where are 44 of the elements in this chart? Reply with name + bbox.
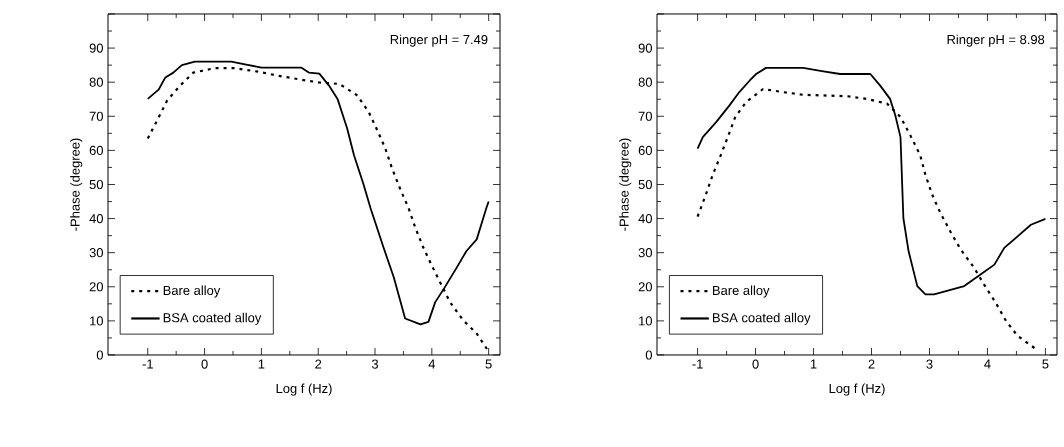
y-tick-label: 10 — [90, 316, 103, 326]
x-tick-label: 2 — [868, 359, 875, 369]
x-tick-label: 0 — [752, 359, 759, 369]
y-axis-title: -Phase (degree) — [619, 138, 632, 231]
y-tick-label: 80 — [638, 77, 652, 87]
y-tick-label: 10 — [639, 316, 652, 326]
x-tick-label: 5 — [485, 359, 492, 369]
legend-label: Bare alloy — [713, 285, 770, 298]
x-tick-label: 3 — [371, 359, 379, 369]
y-tick-label: 90 — [89, 43, 103, 53]
y-tick-label: 20 — [638, 282, 652, 292]
y-tick-label: 50 — [89, 179, 103, 190]
y-tick-label: 0 — [96, 350, 103, 360]
x-axis-title: Log f (Hz) — [829, 383, 885, 396]
x-tick-label: 0 — [201, 359, 208, 369]
x-axis-title: Log f (Hz) — [276, 383, 332, 396]
y-tick-label: 80 — [89, 77, 103, 87]
y-tick-label: 50 — [638, 179, 652, 190]
x-tick-label: 2 — [315, 359, 322, 369]
annotation: Ringer pH = 7.49 — [390, 34, 488, 47]
y-tick-label: 20 — [89, 282, 103, 292]
y-axis-title: -Phase (degree) — [70, 138, 83, 231]
y-tick-label: 70 — [89, 111, 103, 121]
x-tick-label: 3 — [926, 359, 933, 369]
y-tick-label: 0 — [645, 350, 652, 360]
y-tick-label: 40 — [89, 214, 103, 224]
y-tick-label: 40 — [638, 214, 652, 224]
legend-label: BSA coated alloy — [163, 312, 262, 325]
x-tick-label: 1 — [810, 359, 817, 369]
x-tick-label: 4 — [428, 359, 436, 369]
x-tick-label: -1 — [692, 359, 703, 369]
y-tick-label: 70 — [638, 111, 652, 121]
y-tick-label: 60 — [638, 145, 652, 155]
annotation: Ringer pH = 8.98 — [947, 34, 1045, 47]
y-tick-label: 90 — [638, 43, 652, 53]
x-tick-label: 1 — [258, 359, 265, 369]
x-tick-label: -1 — [142, 359, 153, 369]
y-tick-label: 60 — [89, 145, 103, 155]
legend-label: Bare alloy — [163, 285, 221, 298]
y-tick-label: 30 — [638, 248, 652, 258]
y-tick-label: 30 — [89, 248, 103, 258]
x-tick-label: 5 — [1042, 359, 1049, 369]
legend-label: BSA coated alloy — [713, 312, 811, 325]
x-tick-label: 4 — [984, 359, 991, 369]
